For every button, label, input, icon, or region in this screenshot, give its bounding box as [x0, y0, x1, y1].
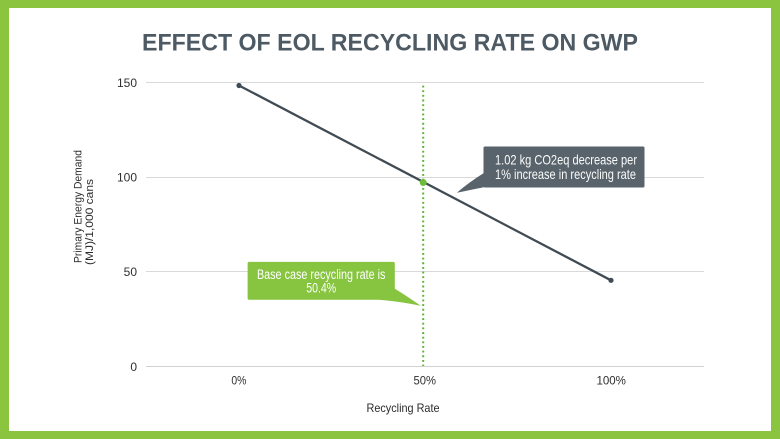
svg-text:50.4%: 50.4%: [306, 280, 336, 295]
svg-text:1.02 kg CO2eq decrease per: 1.02 kg CO2eq decrease per: [495, 151, 637, 167]
svg-text:Primary Energy Demand: Primary Energy Demand: [73, 150, 85, 263]
svg-text:150: 150: [117, 76, 137, 90]
svg-text:100%: 100%: [596, 373, 626, 387]
svg-text:1% increase in recycling rate: 1% increase in recycling rate: [495, 166, 636, 182]
svg-text:100: 100: [117, 171, 137, 185]
svg-text:50: 50: [124, 265, 138, 279]
svg-text:50%: 50%: [414, 373, 437, 387]
svg-text:Recycling Rate: Recycling Rate: [367, 401, 440, 415]
svg-text:Base case recycling rate is: Base case recycling rate is: [257, 267, 386, 282]
svg-text:(MJ)/1,000 cans: (MJ)/1,000 cans: [84, 178, 96, 265]
svg-text:EFFECT OF EOL RECYCLING RATE O: EFFECT OF EOL RECYCLING RATE ON GWP: [142, 31, 638, 57]
svg-text:0%: 0%: [231, 373, 246, 387]
svg-text:0: 0: [130, 360, 137, 374]
